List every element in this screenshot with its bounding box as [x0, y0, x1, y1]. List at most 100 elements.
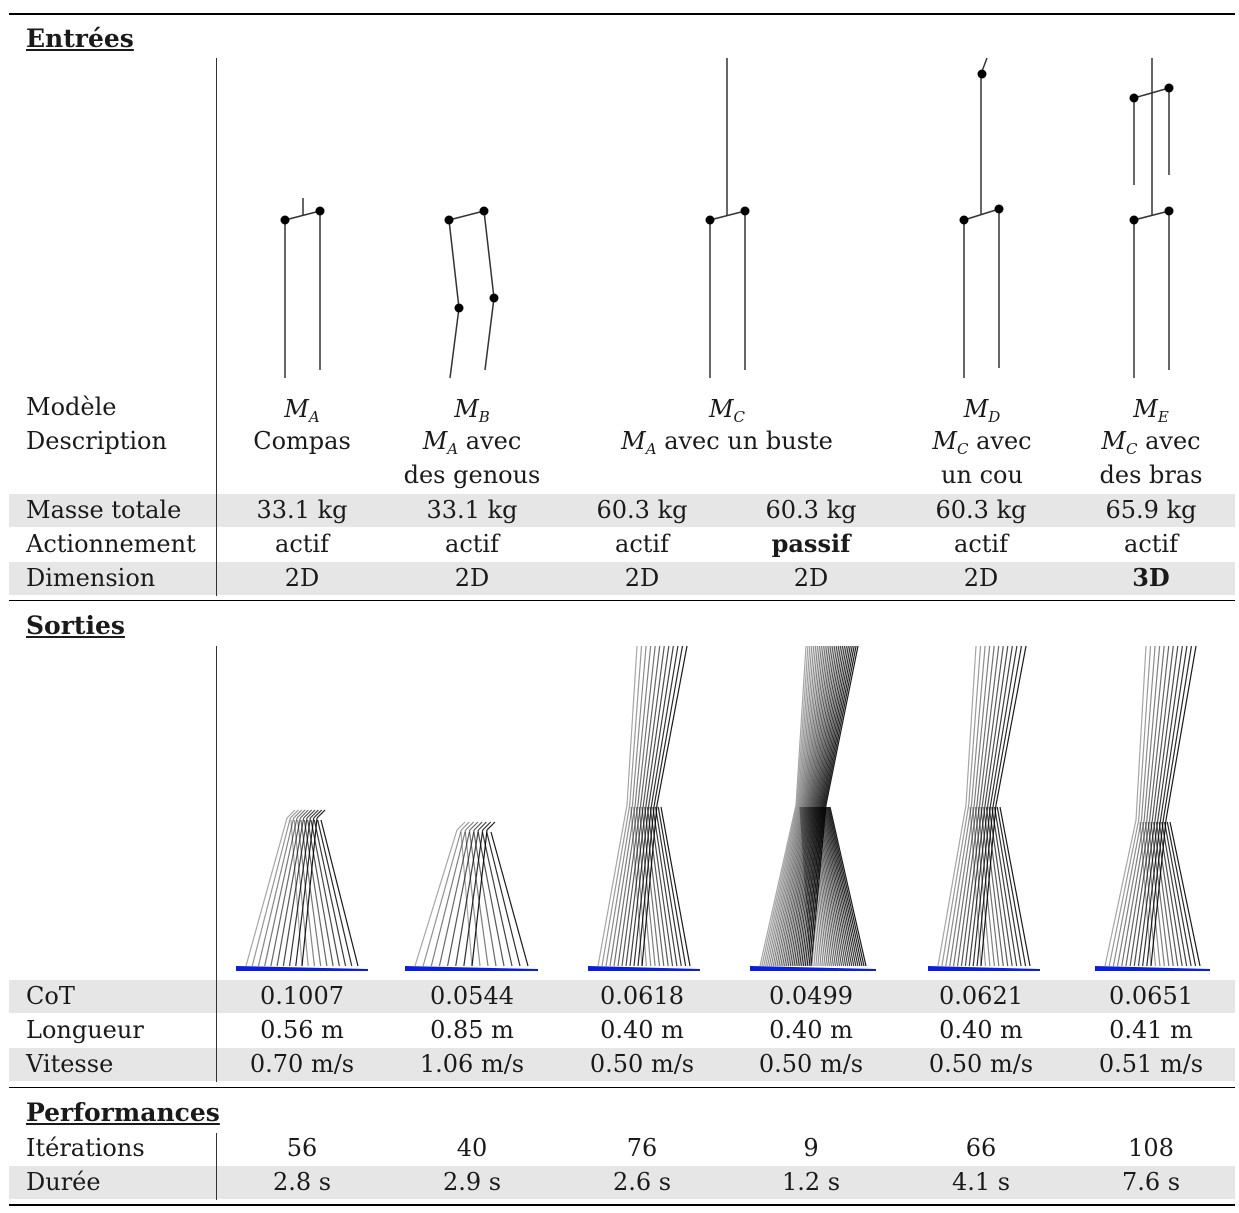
length-cell: 0.85 m: [430, 1016, 514, 1044]
label-dimension: Dimension: [26, 564, 156, 592]
cot-cell: 0.0618: [600, 982, 684, 1010]
gait-plot-5: [1095, 645, 1210, 971]
mid-rule-2: [9, 1087, 1235, 1088]
speed-cell: 0.70 m/s: [249, 1050, 355, 1078]
mass-cell: 33.1 kg: [256, 496, 348, 524]
label-mass: Masse totale: [26, 496, 182, 524]
shade-dimension-row: [9, 562, 1235, 595]
ground-line: [236, 966, 368, 971]
actuation-cell: actif: [275, 530, 329, 558]
cot-cell: 0.0651: [1109, 982, 1193, 1010]
dimension-cell: 3D: [1132, 563, 1170, 592]
model-d-description-line2: un cou: [941, 461, 1023, 489]
label-length: Longueur: [26, 1016, 144, 1044]
model-a-symbol: MA: [284, 395, 320, 426]
label-model: Modèle: [26, 393, 117, 421]
model-diagrams: [280, 57, 1174, 379]
duration-cell: 1.2 s: [781, 1168, 841, 1196]
length-cell: 0.41 m: [1109, 1016, 1193, 1044]
cot-cell: 0.0544: [430, 982, 514, 1010]
row-mass: 33.1 kg 33.1 kg 60.3 kg 60.3 kg 60.3 kg 65.9 …: [0, 493, 1239, 527]
vrule-inputs: [216, 58, 217, 596]
length-cell: 0.40 m: [769, 1016, 853, 1044]
dimension-cell: 2D: [793, 564, 829, 592]
cot-cell: 0.0621: [939, 982, 1023, 1010]
speed-cell: 0.51 m/s: [1098, 1050, 1204, 1078]
dimension-cell: 2D: [284, 564, 320, 592]
model-e-description-line1: MC avec: [1101, 427, 1201, 458]
mid-rule-1: [9, 600, 1235, 601]
gait-plot-0: [236, 809, 368, 971]
row-cot: 0.1007 0.0544 0.0618 0.0499 0.0621 0.0651: [0, 979, 1239, 1013]
dimension-cell: 2D: [454, 564, 490, 592]
row-speed: 0.70 m/s 1.06 m/s 0.50 m/s 0.50 m/s 0.50 m/s…: [0, 1047, 1239, 1081]
cot-cell: 0.1007: [260, 982, 344, 1010]
iterations-cell: 56: [286, 1134, 318, 1162]
shade-cot-row: [9, 980, 1235, 1013]
diagram-model-d: [963, 57, 1000, 378]
length-cell: 0.40 m: [939, 1016, 1023, 1044]
diagram-model-c: [709, 58, 746, 378]
model-e-description-line2: des bras: [1099, 461, 1203, 489]
model-b-base-symbol: MA: [422, 427, 459, 458]
dimension-cell: 2D: [624, 564, 660, 592]
model-b-description-line1: MA avec: [422, 427, 522, 458]
model-d-base-symbol: MC: [932, 427, 969, 458]
ground-line: [928, 966, 1040, 971]
model-c-base-symbol: MA: [621, 427, 657, 458]
model-b-symbol: MB: [454, 395, 490, 426]
duration-cell: 4.1 s: [951, 1168, 1011, 1196]
mass-cell: 60.3 kg: [765, 496, 857, 524]
section-inputs: Entrées: [26, 24, 134, 53]
ground-line: [750, 966, 876, 971]
duration-cell: 2.9 s: [442, 1168, 502, 1196]
bottom-rule: [9, 1204, 1235, 1206]
label-cot: CoT: [26, 982, 75, 1010]
dimension-cell: 2D: [963, 564, 999, 592]
shade-speed-row: [9, 1048, 1235, 1081]
model-e-base-symbol: MC: [1101, 427, 1138, 458]
label-duration: Durée: [26, 1168, 101, 1196]
speed-cell: 0.50 m/s: [589, 1050, 695, 1078]
gait-plot-2: [588, 645, 700, 971]
actuation-cell: passif: [771, 529, 851, 558]
ground-line: [1095, 966, 1210, 971]
top-rule: [9, 13, 1235, 15]
duration-cell: 2.6 s: [612, 1168, 672, 1196]
length-cell: 0.56 m: [260, 1016, 344, 1044]
model-a-description: Compas: [253, 427, 351, 455]
label-iterations: Itérations: [26, 1134, 145, 1162]
model-b-description-line2: des genous: [403, 461, 541, 489]
speed-cell: 1.06 m/s: [419, 1050, 525, 1078]
iterations-cell: 40: [456, 1134, 488, 1162]
mass-cell: 65.9 kg: [1105, 496, 1197, 524]
mass-cell: 60.3 kg: [596, 496, 688, 524]
vrule-outputs: [216, 646, 217, 1082]
label-speed: Vitesse: [26, 1050, 114, 1078]
vrule-performance: [216, 1133, 217, 1200]
mass-cell: 33.1 kg: [426, 496, 518, 524]
actuation-cell: actif: [615, 530, 669, 558]
row-iterations: 56 40 76 9 66 108: [0, 1131, 1239, 1165]
label-actuation: Actionnement: [26, 530, 196, 558]
model-e-symbol: ME: [1133, 395, 1169, 426]
row-actuation: actif actif actif passif actif actif: [0, 527, 1239, 561]
iterations-cell: 9: [803, 1134, 819, 1162]
gait-plot-4: [928, 645, 1040, 971]
model-c-description: MA avec un buste: [621, 427, 833, 458]
diagram-model-a: [284, 198, 321, 378]
model-c-symbol: MC: [708, 395, 746, 426]
section-outputs: Sorties: [26, 611, 125, 640]
duration-cell: 2.8 s: [272, 1168, 332, 1196]
gait-plot-1: [405, 821, 538, 971]
label-description: Description: [26, 427, 167, 455]
row-duration: 2.8 s 2.9 s 2.6 s 1.2 s 4.1 s 7.6 s: [0, 1165, 1239, 1199]
length-cell: 0.40 m: [600, 1016, 684, 1044]
shade-duration-row: [9, 1166, 1235, 1199]
actuation-cell: actif: [445, 530, 499, 558]
cot-cell: 0.0499: [769, 982, 853, 1010]
row-dimension: 2D 2D 2D 2D 2D 3D: [0, 561, 1239, 595]
diagram-model-e: [1133, 58, 1170, 378]
speed-cell: 0.50 m/s: [758, 1050, 864, 1078]
